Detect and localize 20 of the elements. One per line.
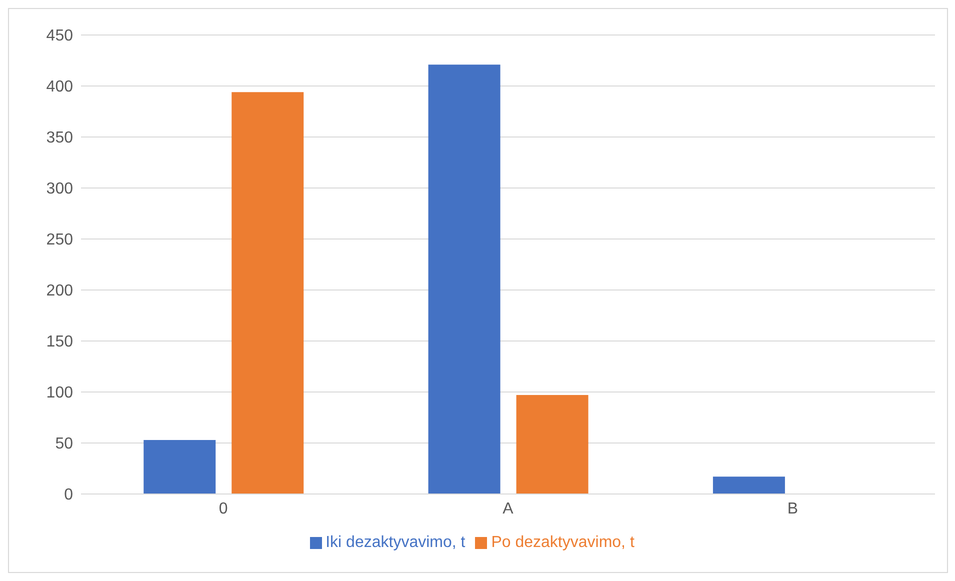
y-tick-label: 50 — [55, 436, 74, 453]
y-tick-label: 250 — [46, 232, 74, 249]
bar — [516, 395, 588, 494]
y-tick-label: 150 — [46, 334, 74, 351]
legend-label: Po dezaktyvavimo, t — [491, 534, 634, 551]
x-tick-label: B — [787, 500, 798, 518]
y-tick-label: 0 — [64, 486, 74, 504]
y-tick-label: 450 — [46, 28, 74, 45]
y-tick-label: 200 — [46, 282, 74, 300]
y-tick-label: 350 — [46, 130, 74, 147]
x-tick-label: 0 — [218, 500, 228, 518]
legend-label: Iki dezaktyvavimo, t — [326, 534, 466, 551]
y-tick-label: 100 — [46, 384, 74, 402]
bar — [144, 440, 216, 494]
bar — [428, 64, 500, 494]
y-tick-label: 300 — [46, 180, 74, 198]
y-tick-label: 400 — [46, 78, 74, 96]
bar — [232, 92, 304, 494]
x-tick-label: A — [502, 500, 514, 518]
bar — [712, 476, 785, 494]
